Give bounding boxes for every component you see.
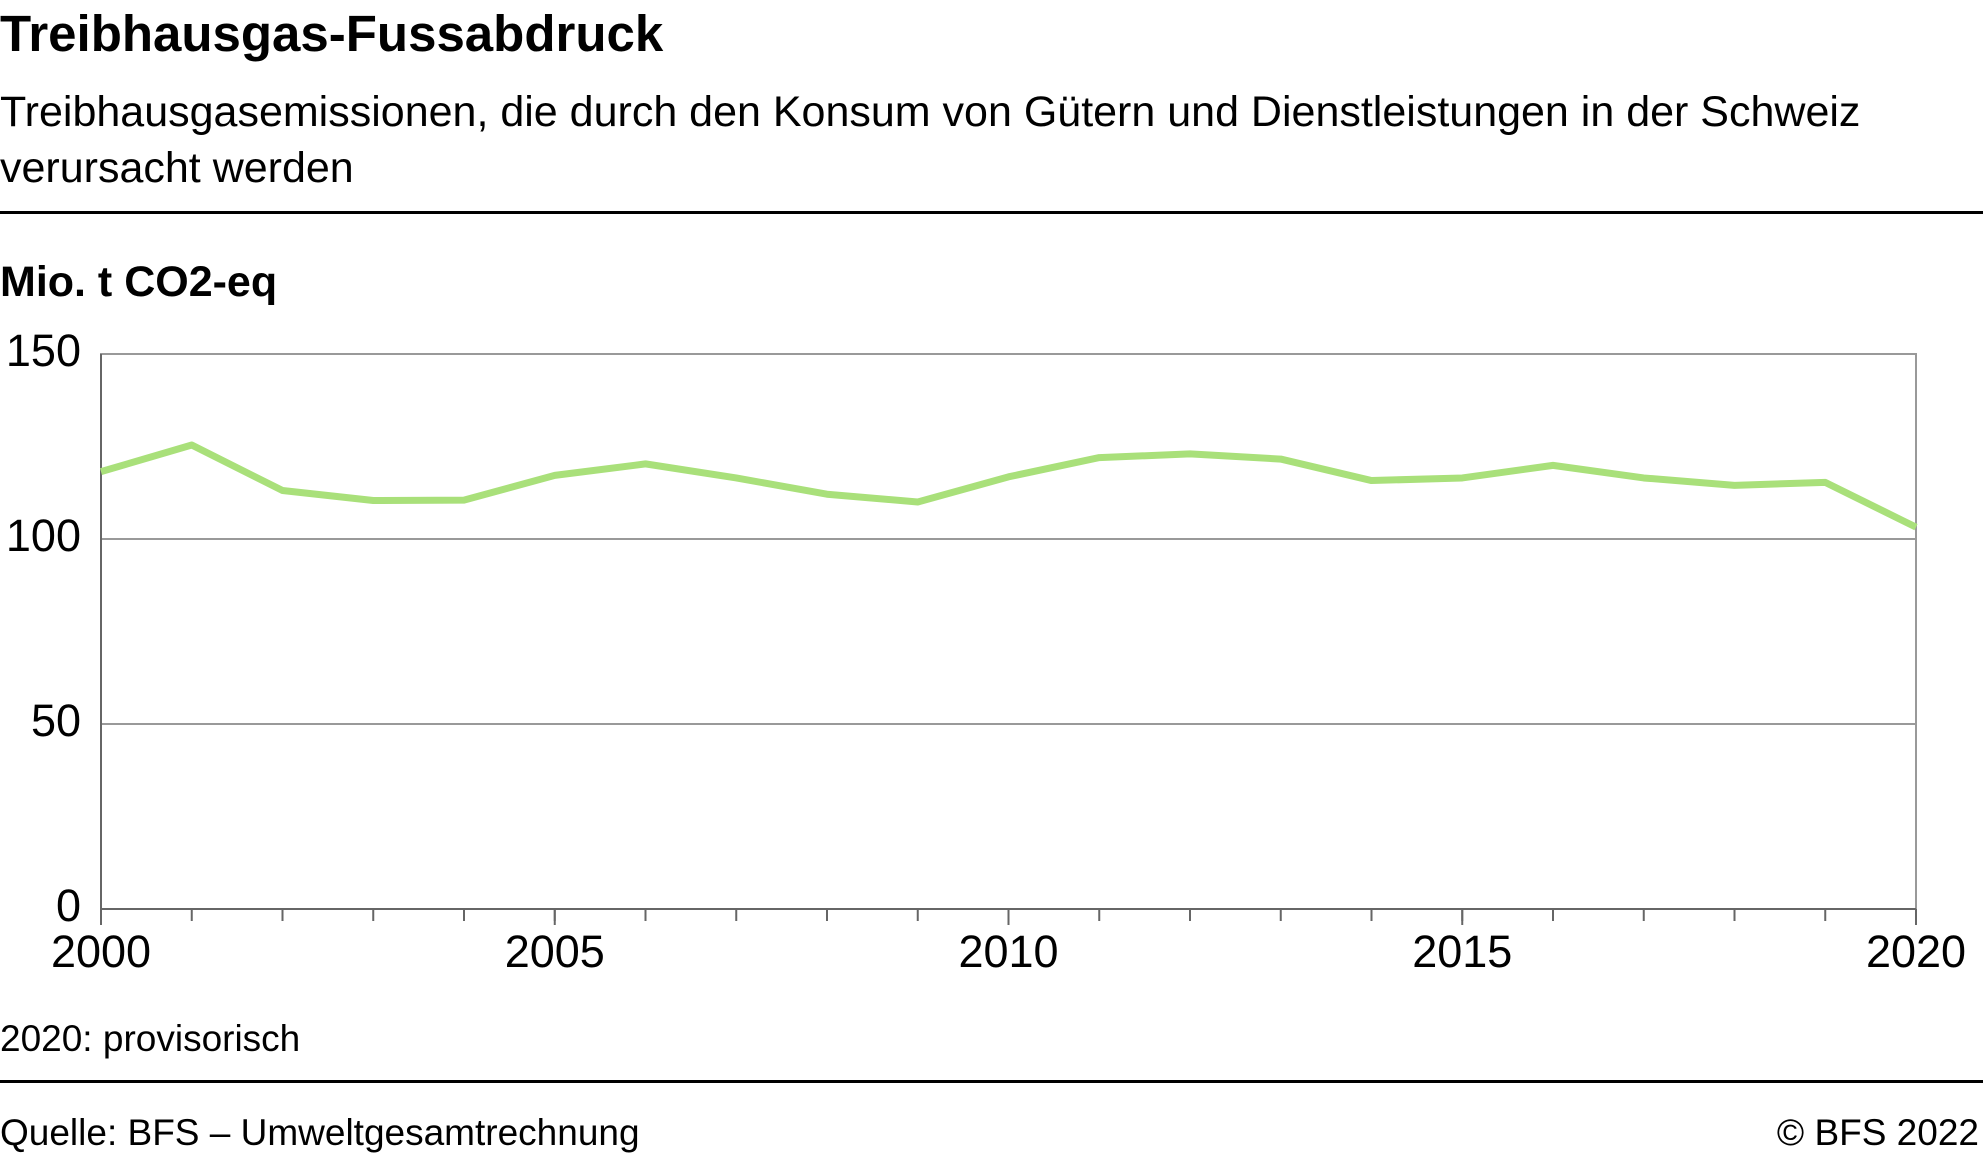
y-tick-label: 0 (56, 880, 81, 931)
chart: 0 50 100 150 2000 2005 2010 2015 2020 (6, 325, 1966, 977)
x-tick-label: 2005 (505, 926, 605, 977)
y-axis-label: Mio. t CO2-eq (0, 258, 278, 306)
source: Quelle: BFS – Umweltgesamtrechnung (0, 1112, 640, 1153)
note: 2020: provisorisch (0, 1018, 301, 1059)
x-tick-label: 2010 (958, 926, 1058, 977)
x-tick-label: 2020 (1866, 926, 1966, 977)
data-line (100, 441, 1918, 531)
x-tick-label: 2000 (51, 926, 151, 977)
chart-subtitle: Treibhausgasemissionen, die durch den Ko… (0, 88, 1861, 192)
copyright: © BFS 2022 (1776, 1112, 1979, 1153)
plot-frame (100, 353, 1917, 910)
x-tick-label: 2015 (1412, 926, 1512, 977)
y-tick-label: 150 (6, 325, 81, 376)
y-tick-label: 100 (6, 510, 81, 561)
chart-title: Treibhausgas-Fussabdruck (0, 5, 664, 62)
rule (0, 211, 1983, 214)
y-tick-label: 50 (31, 695, 81, 746)
rule (0, 1080, 1983, 1083)
